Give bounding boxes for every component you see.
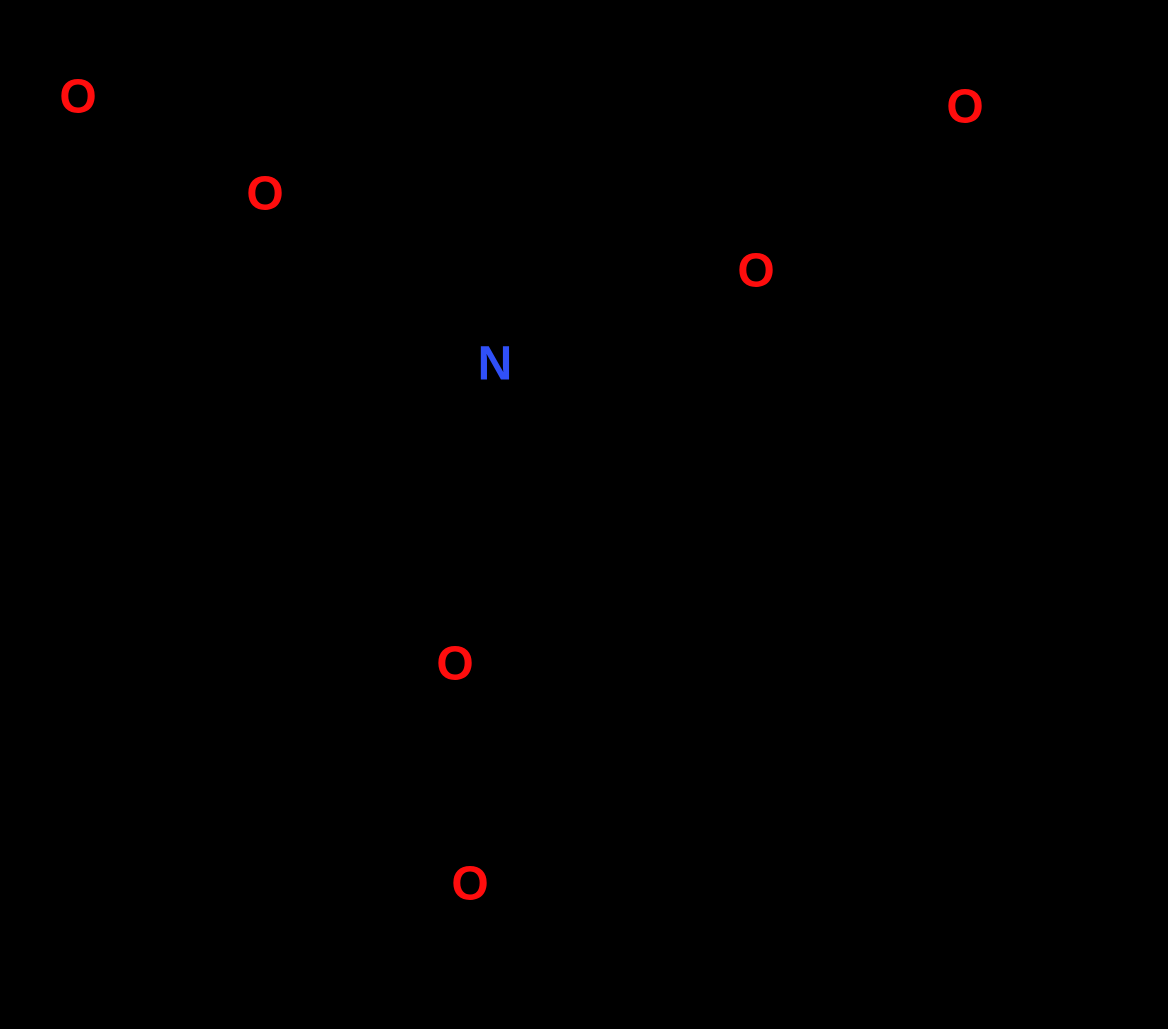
bond (107, 97, 171, 115)
bond (522, 298, 625, 351)
bond (484, 762, 566, 864)
bond (540, 898, 640, 983)
bond (1010, 300, 1100, 365)
bond (875, 205, 900, 300)
oxygen-atom-label: O (946, 81, 983, 134)
nitrogen-atom-label: N (478, 338, 513, 391)
bond (477, 685, 562, 765)
molecule-diagram: N O O O O O O (0, 0, 1168, 1029)
oxygen-atom-label: O (436, 638, 473, 691)
bond (638, 928, 765, 987)
bond (763, 800, 790, 933)
bond (459, 500, 480, 635)
bond (170, 110, 243, 175)
bond (897, 296, 1012, 370)
bond (965, 135, 1080, 200)
bond (397, 906, 520, 986)
oxygen-atom-label: O (246, 168, 283, 221)
bond (289, 212, 378, 275)
bond (378, 275, 471, 347)
bond (625, 278, 727, 298)
bond (687, 716, 793, 804)
bond (782, 205, 875, 257)
bond (170, 20, 210, 110)
bond (1075, 199, 1105, 301)
bond (480, 395, 492, 500)
bond (871, 127, 948, 209)
oxygen-atom-label: O (737, 245, 774, 298)
oxygen-atom-label: O (59, 71, 96, 124)
oxygen-atom-label: O (451, 858, 488, 911)
